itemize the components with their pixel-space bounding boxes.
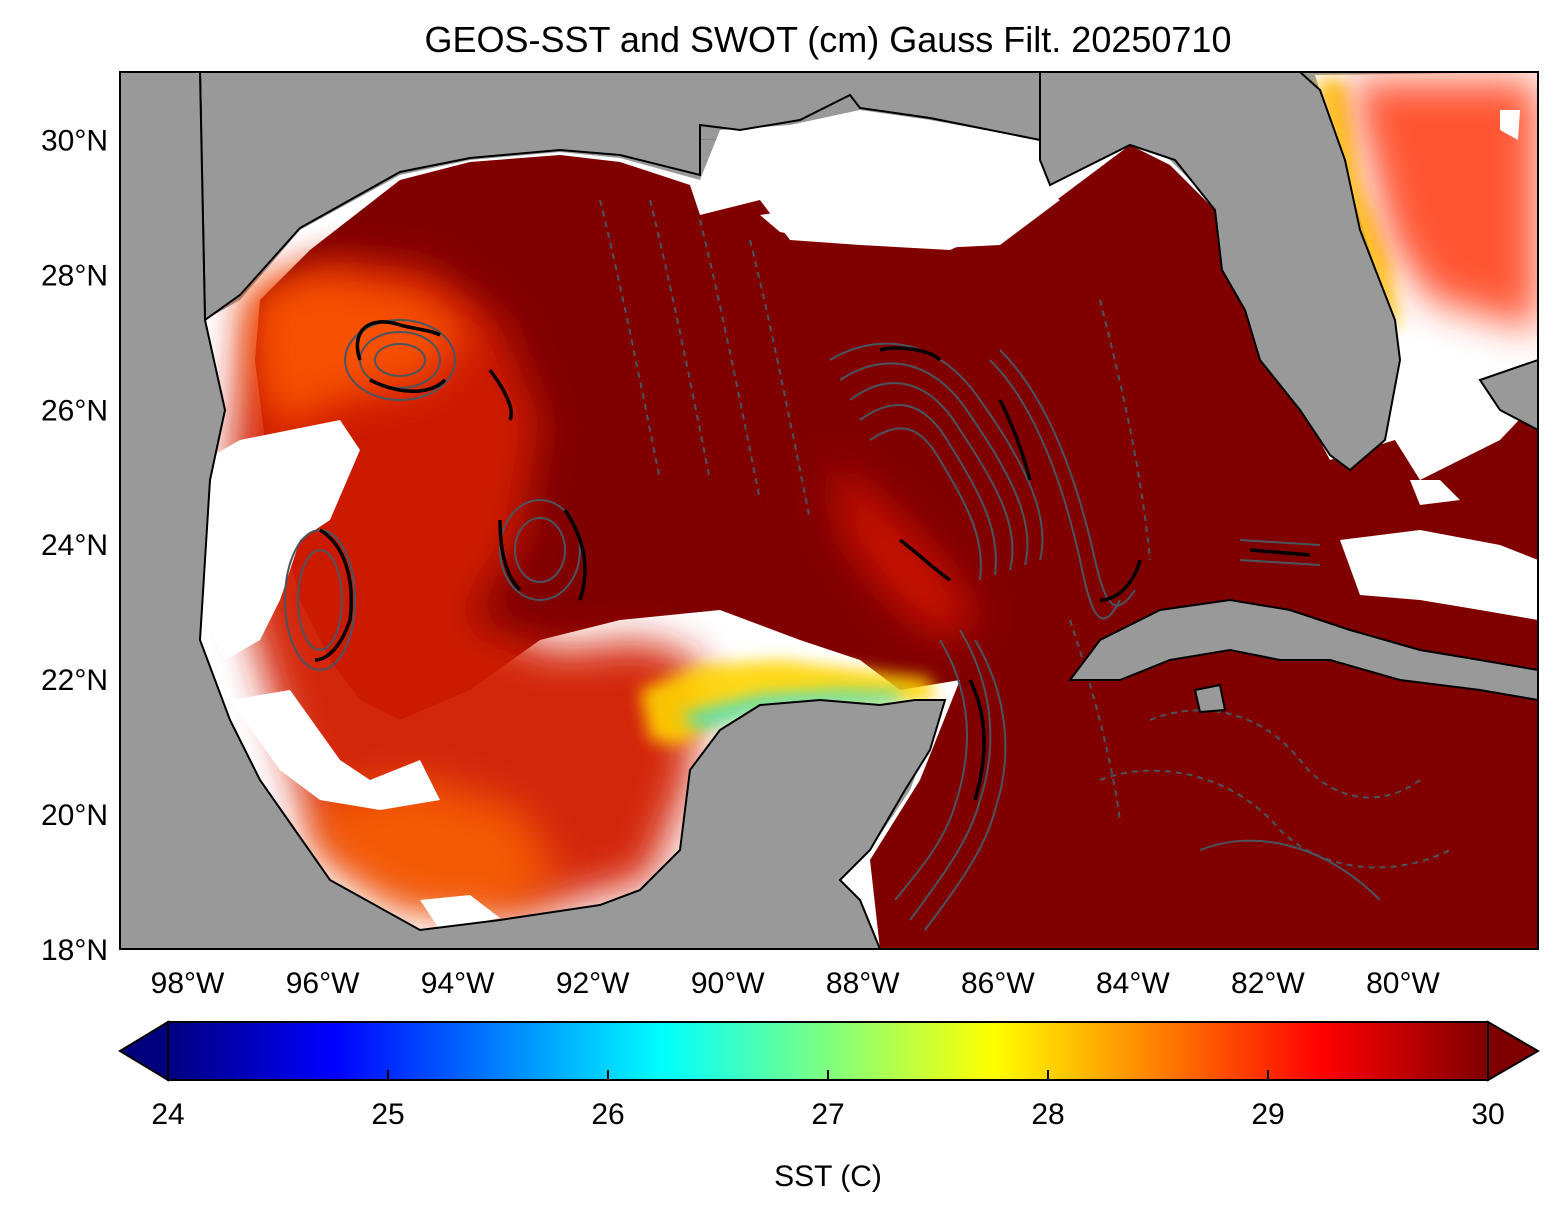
colorbar-label: SST (C) [774,1160,882,1193]
colorbar-tick-label: 24 [151,1098,184,1131]
sst-west-red [230,260,700,915]
sst-field [230,80,1538,949]
lon-tick-label: 94°W [421,967,495,1000]
sst-west-orange [250,270,470,430]
map-frame [119,71,1539,950]
lon-tick-label: 84°W [1096,967,1170,1000]
lat-tick-label: 30°N [41,124,108,157]
sst-loop-plume [830,460,980,640]
sst-atlantic-red [1350,80,1538,330]
mexico-land [120,72,947,949]
sst-south-orange [310,780,560,915]
missing-data-patches [205,110,1538,930]
colorbar-tick-label: 29 [1251,1098,1284,1131]
lon-tick-label: 92°W [556,967,630,1000]
lat-tick-label: 28°N [41,259,108,292]
map-title: GEOS-SST and SWOT (cm) Gauss Filt. 20250… [425,19,1232,60]
lon-tick-labels: 98°W 96°W 94°W 92°W 90°W 88°W 86°W 84°W 82°W 80°W [151,967,1441,1000]
lon-tick-label: 90°W [691,967,765,1000]
lat-tick-label: 18°N [41,934,108,967]
sst-yucatan-cool [680,690,900,730]
isla-juventud-land [1193,683,1227,714]
lon-tick-label: 96°W [286,967,360,1000]
us-gulf-coast-land [120,72,1041,322]
colorbar: 24 25 26 27 28 29 30 SST (C) [118,1020,1540,1193]
colorbar-tick-label: 25 [371,1098,404,1131]
lat-tick-label: 24°N [41,529,108,562]
colorbar-extend-high [1487,1020,1540,1082]
lon-tick-label: 80°W [1366,967,1440,1000]
lon-tick-label: 98°W [151,967,225,1000]
colorbar-tick-label: 28 [1031,1098,1064,1131]
lon-tick-label: 82°W [1231,967,1305,1000]
colorbar-ticks: 24 25 26 27 28 29 30 [151,1070,1505,1131]
lat-tick-labels: 30°N 28°N 26°N 24°N 22°N 20°N 18°N [41,124,108,967]
florida-land [1039,72,1402,472]
lon-tick-label: 88°W [826,967,900,1000]
cuba-land [1068,598,1538,702]
bahamas-land [1478,358,1538,432]
map-panel [120,72,1538,949]
colorbar-tick-label: 26 [591,1098,624,1131]
lat-tick-label: 22°N [41,664,108,697]
lat-tick-label: 26°N [41,394,108,427]
colorbar-tick-label: 30 [1471,1098,1504,1131]
ssh-contours [284,199,1451,931]
colorbar-extend-low [118,1020,169,1082]
colorbar-tick-label: 27 [811,1098,844,1131]
lat-tick-label: 20°N [41,799,108,832]
strong-contours [314,320,1311,801]
lon-tick-label: 86°W [961,967,1035,1000]
